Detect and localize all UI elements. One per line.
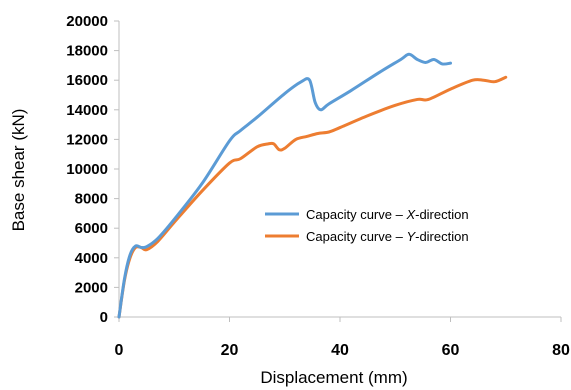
y-tick-label: 20000 — [66, 13, 108, 30]
y-tick-label: 18000 — [66, 43, 108, 60]
legend-label-prefix: Capacity curve – — [306, 207, 406, 222]
y-tick-label: 6000 — [75, 220, 108, 237]
series-line-y-direction — [117, 75, 508, 319]
y-tick-label: 4000 — [75, 250, 108, 267]
y-axis-title: Base shear (kN) — [9, 109, 28, 232]
legend-label-suffix: -direction — [415, 229, 468, 244]
y-tick-label: 8000 — [75, 191, 108, 208]
legend-label-prefix: Capacity curve – — [306, 229, 406, 244]
legend-label-suffix: -direction — [415, 207, 468, 222]
x-axis-ticks: 0 20 40 60 80 — [115, 317, 570, 359]
y-axis-ticks: 0 2000 4000 6000 8000 10000 12000 14000 16000 180… — [66, 13, 119, 326]
series-line-x-direction — [117, 52, 452, 319]
legend-label: Capacity curve – X-direction — [306, 207, 469, 222]
y-tick-label: 14000 — [66, 102, 108, 119]
y-tick-label: 16000 — [66, 72, 108, 89]
y-tick-label: 12000 — [66, 131, 108, 148]
x-tick-label: 0 — [115, 342, 124, 359]
x-axis-title: Displacement (mm) — [260, 368, 407, 387]
legend-label-axis: Y — [406, 229, 416, 244]
y-tick-label: 10000 — [66, 161, 108, 178]
legend-label: Capacity curve – Y-direction — [306, 229, 469, 244]
legend-label-axis: X — [405, 207, 416, 222]
y-tick-label: 2000 — [75, 279, 108, 296]
x-tick-label: 80 — [552, 342, 570, 359]
x-tick-label: 40 — [331, 342, 349, 359]
x-tick-label: 20 — [221, 342, 239, 359]
series-layer — [117, 52, 508, 319]
x-tick-label: 60 — [442, 342, 460, 359]
y-tick-label: 0 — [100, 309, 108, 326]
